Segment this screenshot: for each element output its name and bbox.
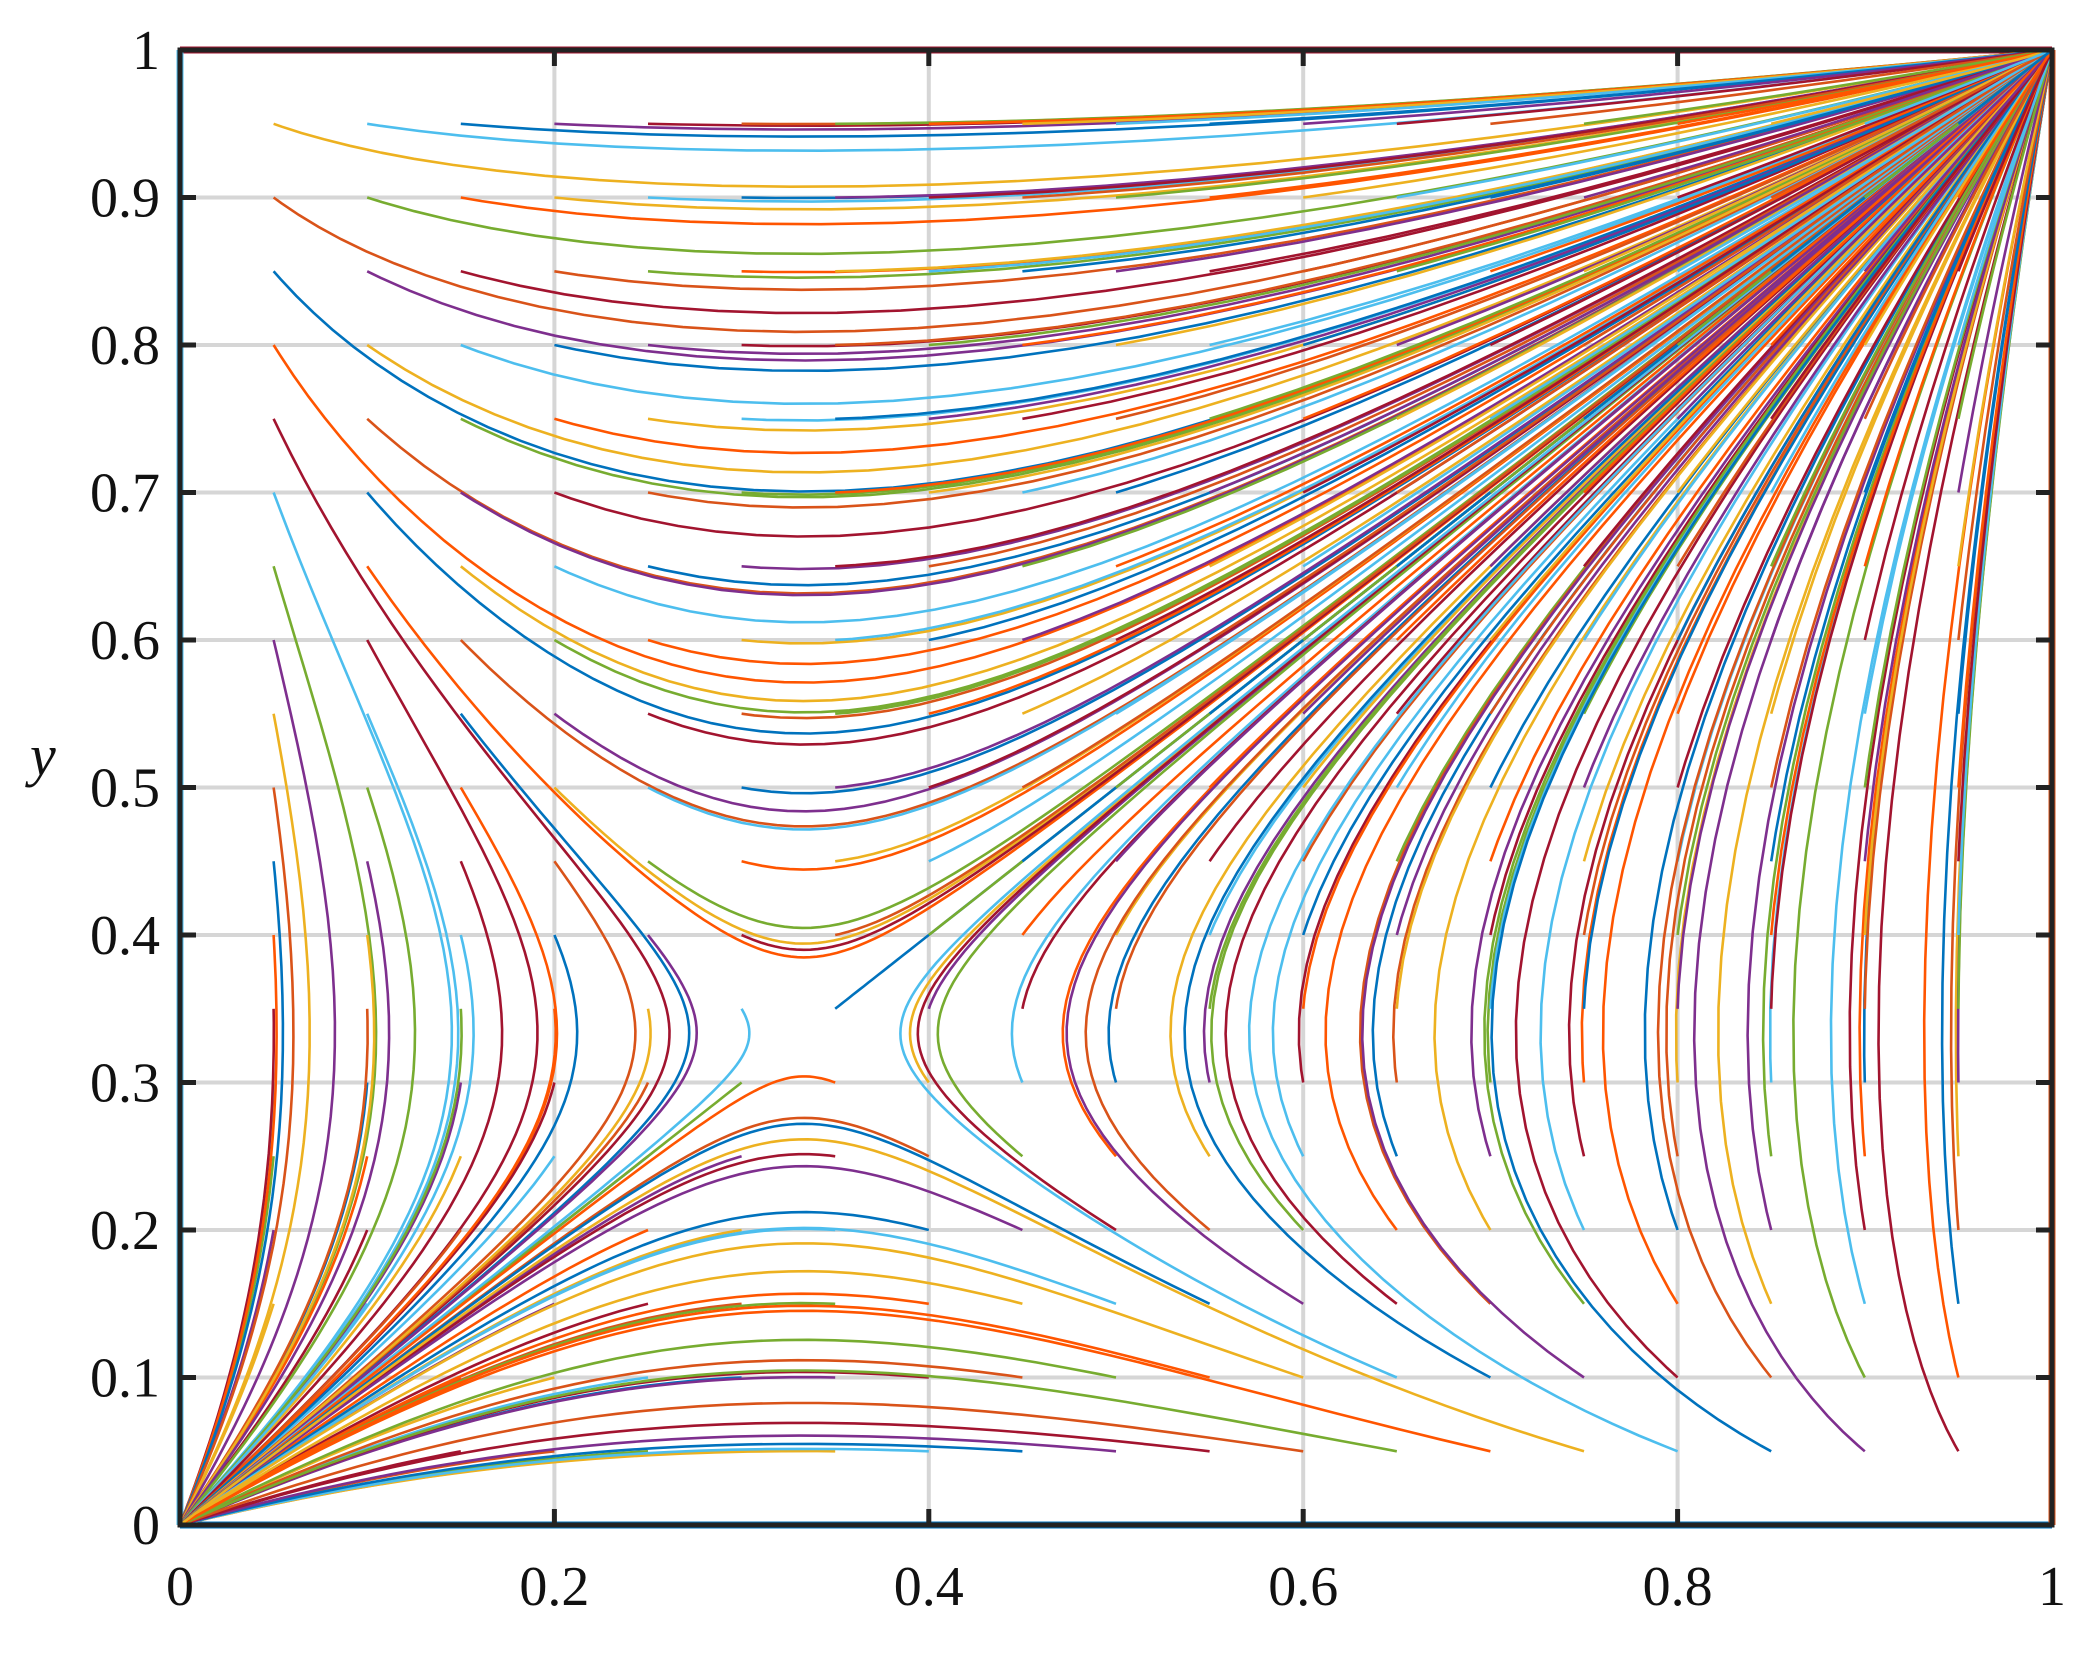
axis-ticks [177, 47, 2055, 1528]
x-tick-labels: 0 0.2 0.4 0.6 0.8 1 [166, 1556, 2066, 1618]
y-tick-label-0: 0 [132, 1495, 160, 1557]
y-tick-label-4: 0.4 [90, 905, 160, 967]
x-tick-label-3: 0.6 [1268, 1556, 1338, 1618]
y-tick-label-9: 0.9 [90, 168, 160, 230]
y-tick-label-8: 0.8 [90, 315, 160, 377]
x-tick-label-1: 0.2 [519, 1556, 589, 1618]
y-axis-title: y [25, 723, 56, 788]
x-tick-label-0: 0 [166, 1556, 194, 1618]
y-tick-label-1: 0.1 [90, 1348, 160, 1410]
x-tick-label-5: 1 [2038, 1556, 2066, 1618]
y-tick-labels: 0 0.1 0.2 0.3 0.4 0.5 0.6 0.7 0.8 0.9 1 [90, 20, 160, 1557]
y-tick-label-10: 1 [132, 20, 160, 82]
trajectory-0.75-0.05 [180, 1137, 1585, 1526]
trajectory-series [179, 48, 2054, 1526]
y-tick-label-7: 0.7 [90, 463, 160, 525]
y-tick-label-2: 0.2 [90, 1200, 160, 1262]
x-tick-label-4: 0.8 [1643, 1556, 1713, 1618]
y-tick-label-6: 0.6 [90, 610, 160, 672]
y-tick-label-5: 0.5 [90, 758, 160, 820]
x-tick-label-2: 0.4 [894, 1556, 964, 1618]
y-tick-label-3: 0.3 [90, 1053, 160, 1115]
